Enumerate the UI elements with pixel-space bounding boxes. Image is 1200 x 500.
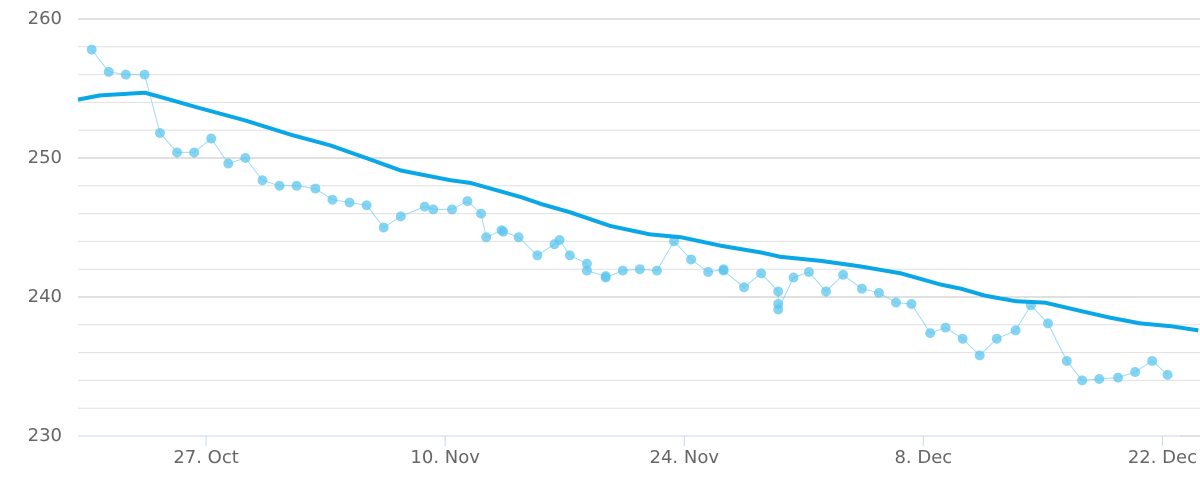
data-point xyxy=(873,287,884,298)
data-point xyxy=(86,44,97,55)
x-tick-label: 8. Dec xyxy=(894,447,952,468)
data-point xyxy=(291,180,302,191)
data-point xyxy=(669,236,680,247)
data-point xyxy=(788,272,799,283)
data-point xyxy=(991,333,1002,344)
data-point xyxy=(513,232,524,243)
series-line xyxy=(91,49,1168,381)
data-point xyxy=(891,297,902,308)
data-point xyxy=(756,268,767,279)
data-point xyxy=(189,147,200,158)
series xyxy=(77,90,1199,333)
data-point xyxy=(1162,369,1173,380)
data-point xyxy=(1113,372,1124,383)
data-point xyxy=(498,226,509,237)
data-point xyxy=(617,265,628,276)
data-point xyxy=(773,286,784,297)
data-point xyxy=(773,304,784,315)
x-tick-label: 27. Oct xyxy=(173,447,238,468)
data-point xyxy=(821,286,831,297)
data-point xyxy=(1061,355,1072,366)
data-point xyxy=(803,266,814,277)
data-point xyxy=(739,282,750,293)
data-point xyxy=(154,127,165,138)
data-point xyxy=(940,322,951,333)
data-point xyxy=(974,350,985,361)
data-point xyxy=(327,194,338,205)
data-point xyxy=(476,208,487,219)
data-point xyxy=(600,272,611,283)
data-point xyxy=(532,250,543,261)
data-point xyxy=(395,211,406,222)
data-point xyxy=(564,250,575,261)
y-tick-label: 260 xyxy=(28,8,62,29)
data-point xyxy=(274,180,285,191)
data-point xyxy=(139,69,150,80)
data-point xyxy=(172,147,183,158)
data-point xyxy=(634,264,645,275)
data-point xyxy=(240,153,251,163)
data-point xyxy=(1147,355,1158,366)
x-tick-label: 10. Nov xyxy=(410,447,480,468)
data-point xyxy=(1010,325,1021,336)
x-tick-label: 24. Nov xyxy=(650,447,720,468)
data-point xyxy=(838,269,849,280)
data-point xyxy=(462,196,473,207)
y-tick-label: 240 xyxy=(28,286,62,307)
x-tick-label: 22. Dec xyxy=(1128,447,1197,468)
data-point xyxy=(906,298,917,309)
data-point xyxy=(344,197,355,208)
data-point xyxy=(447,204,457,215)
data-point xyxy=(686,254,697,265)
data-point xyxy=(361,200,372,211)
data-point xyxy=(1130,367,1141,378)
data-point xyxy=(103,66,114,77)
data-point xyxy=(925,328,936,339)
y-tick-label: 230 xyxy=(28,425,62,446)
data-point xyxy=(419,201,430,212)
data-point xyxy=(1043,318,1054,329)
data-point xyxy=(581,258,592,269)
data-point xyxy=(223,158,234,169)
data-point xyxy=(1077,375,1088,386)
data-point xyxy=(718,265,729,276)
data-point xyxy=(257,175,268,186)
data-point xyxy=(554,235,565,246)
data-point xyxy=(206,133,217,144)
data-point xyxy=(1094,374,1105,385)
data-point xyxy=(651,265,662,276)
data-point xyxy=(428,204,439,215)
data-point xyxy=(856,283,867,294)
series-line xyxy=(77,90,1199,333)
data-point xyxy=(581,265,592,276)
data-point xyxy=(120,69,131,80)
data-point xyxy=(378,222,389,233)
data-point xyxy=(481,232,492,243)
data-point xyxy=(957,333,968,344)
data-point xyxy=(703,266,714,277)
y-tick-label: 250 xyxy=(28,147,62,168)
series xyxy=(86,44,1173,386)
data-point xyxy=(310,183,321,194)
